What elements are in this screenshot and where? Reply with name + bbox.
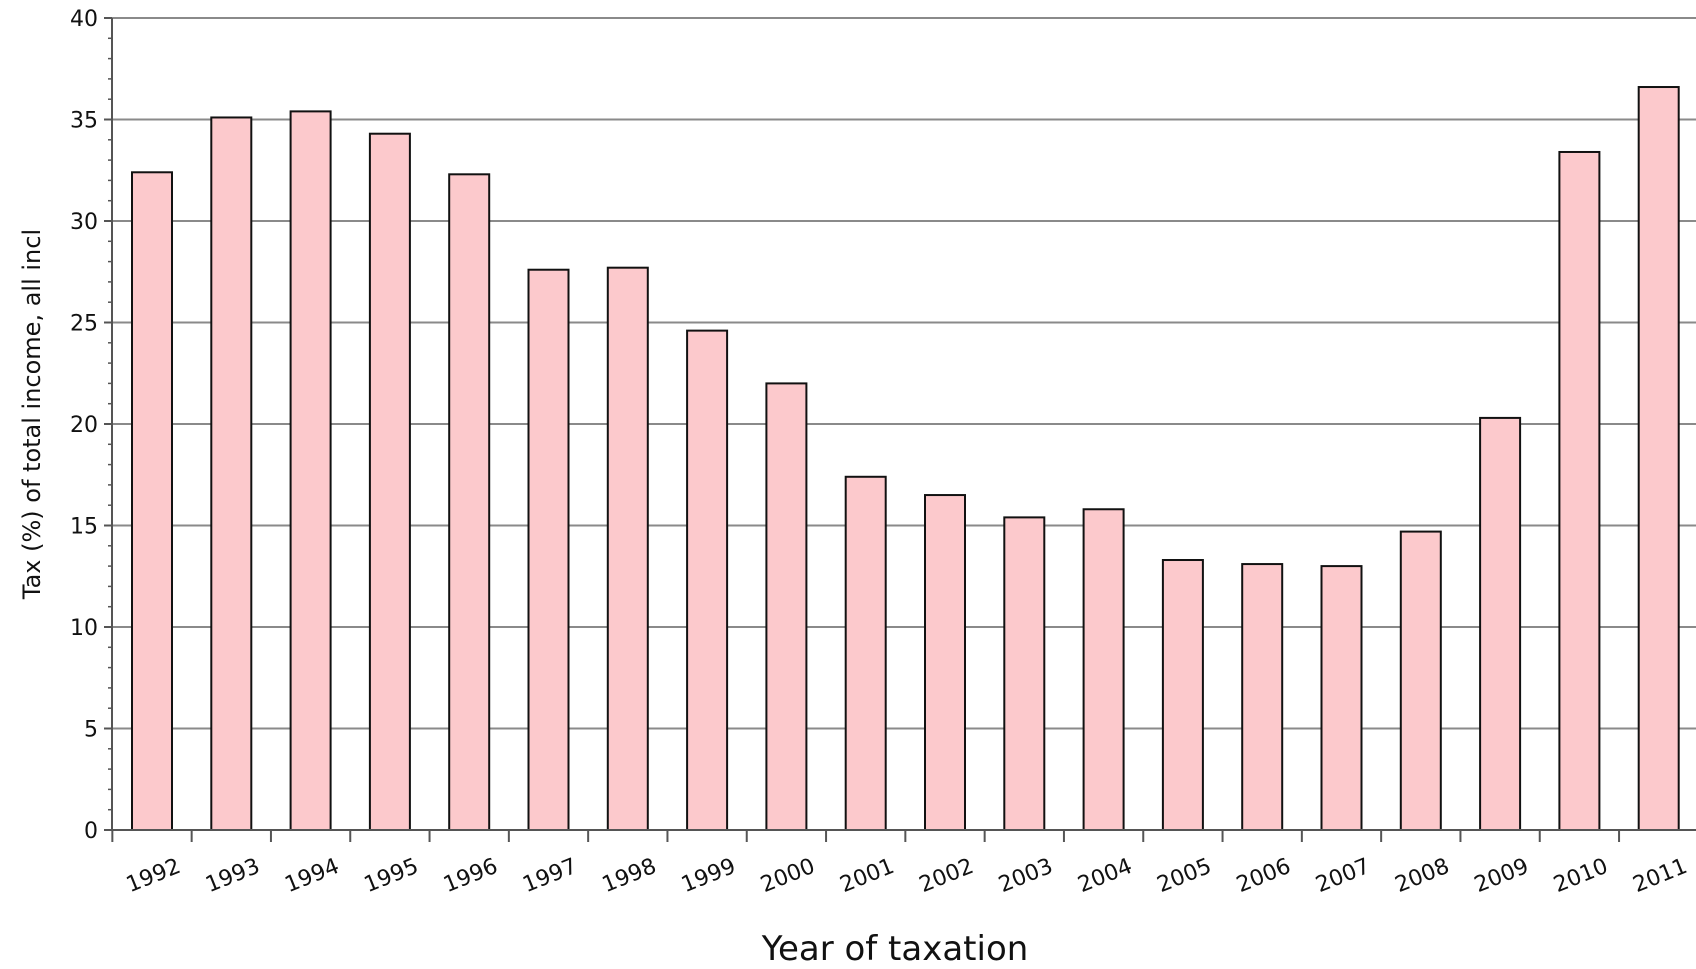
x-tick-label: 2009 xyxy=(1471,854,1532,898)
bar-2001 xyxy=(844,475,887,831)
y-axis-title: Tax (%) of total income, all incl xyxy=(18,229,46,600)
x-tick-label: 1994 xyxy=(282,854,343,898)
y-tick-label: 35 xyxy=(70,109,98,134)
y-tick-label: 25 xyxy=(70,312,98,337)
bar-2005 xyxy=(1161,559,1204,831)
x-tick-label: 2003 xyxy=(995,854,1056,898)
y-tick-label: 10 xyxy=(70,616,98,641)
x-axis-ticks: 1992 1993 1994 1995 1996 1997 1998 1999 2000 2001… xyxy=(111,830,1691,898)
x-tick-label: 2006 xyxy=(1233,854,1294,898)
bar-1998 xyxy=(606,266,649,831)
x-tick-label: 2005 xyxy=(1154,854,1215,898)
x-tick-label: 1995 xyxy=(361,854,422,898)
bar-2010 xyxy=(1558,150,1601,832)
y-tick-label: 20 xyxy=(70,413,98,438)
x-tick-label: 1998 xyxy=(599,854,660,898)
bar-2004 xyxy=(1082,508,1125,831)
x-tick-label: 1999 xyxy=(678,854,739,898)
bar-2008 xyxy=(1399,530,1442,832)
bar-1997 xyxy=(527,268,570,832)
y-tick-label: 0 xyxy=(84,819,98,844)
x-tick-label: 2007 xyxy=(1312,854,1373,898)
y-tick-label: 5 xyxy=(84,718,98,743)
bar-1992 xyxy=(131,171,173,831)
gridlines xyxy=(112,17,1696,730)
bar-2006 xyxy=(1241,563,1284,831)
bar-1999 xyxy=(686,329,729,831)
x-tick-label: 2004 xyxy=(1075,854,1136,898)
x-tick-label: 2001 xyxy=(837,854,898,898)
bar-2009 xyxy=(1479,416,1522,831)
y-tick-label: 15 xyxy=(70,515,98,540)
bar-2002 xyxy=(924,494,966,831)
bar-1993 xyxy=(210,116,253,832)
bar-1995 xyxy=(368,132,411,831)
bar-1994 xyxy=(289,110,332,831)
bar-2003 xyxy=(1003,516,1046,831)
bar-1996 xyxy=(448,173,491,831)
x-tick-label: 1992 xyxy=(123,854,184,898)
y-tick-label: 30 xyxy=(70,210,98,235)
x-tick-label: 2011 xyxy=(1630,854,1691,898)
x-tick-label: 1996 xyxy=(440,854,501,898)
x-tick-label: 2010 xyxy=(1550,854,1611,898)
x-axis-title: Year of taxation xyxy=(761,929,1029,969)
x-tick-label: 1997 xyxy=(519,854,580,898)
bar-2007 xyxy=(1320,565,1363,831)
x-tick-label: 2000 xyxy=(757,854,818,898)
y-axis-ticks: 0 5 10 15 20 25 30 35 40 xyxy=(70,7,112,844)
bars-group xyxy=(131,86,1680,832)
bar-2000 xyxy=(765,382,808,831)
bar-2011 xyxy=(1637,86,1680,831)
x-tick-label: 2002 xyxy=(916,854,977,898)
x-tick-label: 1993 xyxy=(202,854,263,898)
y-tick-label: 40 xyxy=(70,7,98,32)
x-tick-label: 2008 xyxy=(1392,854,1453,898)
